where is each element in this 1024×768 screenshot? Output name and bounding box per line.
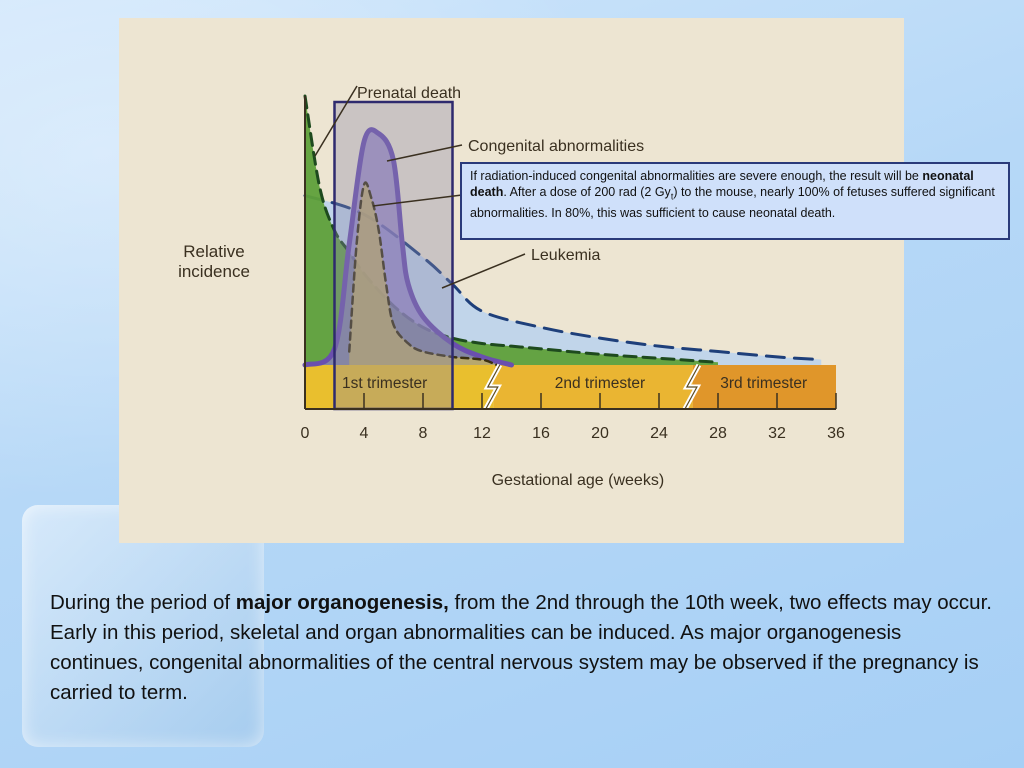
x-tick-label-36: 36	[827, 425, 845, 442]
trimester-label-1: 1st trimester	[342, 375, 427, 392]
x-tick-label-4: 4	[360, 425, 369, 442]
leader-prenatal-death	[314, 85, 358, 157]
callout-subscript: t	[670, 191, 674, 202]
trimester-divider-outline-1	[485, 364, 501, 410]
chart-panel: 1st trimester 2nd trimester 3rd trimester 0…	[119, 18, 904, 543]
band-1st-trimester	[305, 365, 494, 409]
callout-text-2: . After a dose of 200 rad (2 Gy	[503, 185, 671, 199]
band-3rd-trimester	[692, 365, 836, 409]
leader-neonatal-death	[372, 194, 463, 207]
x-tick-label-24: 24	[650, 425, 668, 442]
body-text-bold: major organogenesis,	[235, 591, 449, 614]
leukemia-area	[305, 195, 822, 365]
trimester-label-2: 2nd trimester	[555, 375, 645, 392]
x-tick-label-16: 16	[532, 425, 550, 442]
x-tick-label-20: 20	[591, 425, 609, 442]
callout-text-1: If radiation-induced congenital abnormal…	[470, 169, 923, 183]
neonatal-death-callout: If radiation-induced congenital abnormal…	[460, 162, 1010, 240]
annotation-leukemia: Leukemia	[531, 247, 600, 264]
body-paragraph: During the period of major organogenesis…	[50, 588, 1000, 708]
y-axis-label-line2: incidence	[178, 262, 250, 281]
organogenesis-highlight-box	[333, 100, 454, 411]
x-tick-label-8: 8	[419, 425, 428, 442]
y-axis-label-line1: Relative	[183, 242, 244, 261]
trimester-label-3: 3rd trimester	[720, 375, 807, 392]
x-tick-label-12: 12	[473, 425, 491, 442]
leader-congenital-abnormalities	[386, 144, 463, 162]
x-tick-label-28: 28	[709, 425, 727, 442]
trimester-divider-outline-2	[684, 364, 700, 410]
background-decoration	[22, 505, 264, 747]
annotation-congenital-abnormalities: Congenital abnormalities	[468, 138, 644, 155]
incidence-chart: 1st trimester 2nd trimester 3rd trimester 0…	[178, 85, 845, 489]
callout-bold: neonatal death	[470, 169, 974, 199]
x-tick-label-0: 0	[301, 425, 310, 442]
annotation-prenatal-death: Prenatal death	[357, 85, 461, 102]
neonatal-death-area	[349, 182, 497, 365]
body-text-before: During the period of	[50, 591, 236, 614]
x-axis-label: Gestational age (weeks)	[492, 472, 665, 489]
body-text-after: from the 2nd through the 10th week, two …	[50, 591, 992, 704]
callout-text-3: ) to the mouse, nearly 100% of fetuses s…	[470, 185, 995, 220]
x-tick-label-32: 32	[768, 425, 786, 442]
leader-leukemia	[441, 253, 526, 289]
